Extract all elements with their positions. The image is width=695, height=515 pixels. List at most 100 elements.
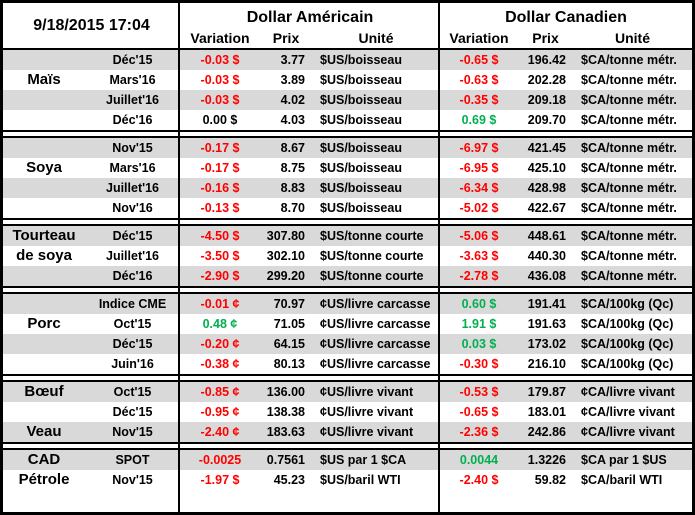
us-variation-cell: -0.17 $ [200, 141, 240, 155]
ca-variation-cell: -6.34 $ [459, 181, 499, 195]
us-unit-cell: $US/boisseau [320, 93, 402, 107]
ca-unit-cell: ¢CA/livre vivant [581, 425, 675, 439]
table-row: Déc'15 -0.95 ¢ 138.38 ¢US/livre vivant -0.65… [3, 402, 692, 422]
section-boeuf-veau: Bœuf Oct'15 -0.85 ¢ 136.00 ¢US/livre vivant -… [3, 382, 692, 442]
ca-variation-cell: -5.06 $ [459, 229, 499, 243]
us-variation-cell: -0.85 ¢ [200, 385, 240, 399]
ca-variation-cell: -2.36 $ [459, 425, 499, 439]
us-price-cell: 45.23 [273, 473, 305, 487]
ca-variation-cell: -3.63 $ [459, 249, 499, 263]
month-cell: Oct'15 [113, 385, 152, 399]
us-price-cell: 299.20 [266, 269, 305, 283]
commodity-cell [3, 90, 85, 110]
ca-price-cell: 422.67 [527, 201, 566, 215]
section-tourteau-de-soya: Tourteau Déc'15 -4.50 $ 307.80 $US/tonne cou… [3, 226, 692, 286]
us-price-cell: 3.77 [280, 53, 305, 67]
commodity-cell [3, 138, 85, 158]
table-row: Déc'16 0.00 $ 4.03 $US/boisseau 0.69 $ 209.70… [3, 110, 692, 130]
ca-unit-cell: $CA/100kg (Qc) [581, 357, 674, 371]
table-row: Indice CME -0.01 ¢ 70.97 ¢US/livre carcasse… [3, 294, 692, 314]
ca-unit-cell: $CA/tonne métr. [581, 113, 677, 127]
us-unit-cell: ¢US/livre vivant [320, 385, 414, 399]
section-spacer [3, 218, 692, 226]
ca-variation-cell: -6.95 $ [459, 161, 499, 175]
ca-price-cell: 436.08 [527, 269, 566, 283]
ca-variation-cell: 0.69 $ [461, 113, 497, 127]
month-cell: Nov'15 [112, 473, 153, 487]
us-unit-cell: $US/boisseau [320, 141, 402, 155]
ca-variation-cell: -0.63 $ [459, 73, 499, 87]
ca-unit-cell: $CA/tonne métr. [581, 201, 677, 215]
us-price-cell: 70.97 [273, 297, 305, 311]
us-variation-cell: -0.0025 [198, 453, 242, 467]
ca-variation-cell: -0.53 $ [459, 385, 499, 399]
table-row: Soya Mars'16 -0.17 $ 8.75 $US/boisseau -6.95 … [3, 158, 692, 178]
section-soya: Nov'15 -0.17 $ 8.67 $US/boisseau -6.97 $ 421.… [3, 138, 692, 218]
us-unit-cell: ¢US/livre vivant [320, 425, 414, 439]
us-unit-cell: $US/tonne courte [320, 249, 424, 263]
us-variation-cell: -2.40 ¢ [200, 425, 240, 439]
ca-price-cell: 173.02 [527, 337, 566, 351]
table-row: Nov'16 -0.13 $ 8.70 $US/boisseau -5.02 $ 422.… [3, 198, 692, 218]
table-row: Déc'16 -2.90 $ 299.20 $US/tonne courte -2.78… [3, 266, 692, 286]
us-unit-cell: ¢US/livre carcasse [320, 337, 431, 351]
table-row: Porc Oct'15 0.48 ¢ 71.05 ¢US/livre carcasse 1… [3, 314, 692, 334]
us-variation-cell: -0.38 ¢ [200, 357, 240, 371]
ca-price-cell: 440.30 [527, 249, 566, 263]
month-cell: Déc'16 [112, 269, 153, 283]
ca-variation-cell: -0.35 $ [459, 93, 499, 107]
us-price-cell: 183.63 [266, 425, 305, 439]
ca-price-cell: 216.10 [527, 357, 566, 371]
cad-variation-header: Variation [449, 29, 509, 46]
ca-variation-cell: 1.91 $ [461, 317, 497, 331]
cad-section-title: Dollar Canadien [505, 9, 627, 26]
ca-unit-cell: $CA/tonne métr. [581, 181, 677, 195]
ca-variation-cell: -0.30 $ [459, 357, 499, 371]
section-cad-petrole: CAD SPOT -0.0025 0.7561 $US par 1 $CA 0.0044 1… [3, 450, 692, 490]
month-cell: Déc'15 [112, 337, 153, 351]
us-unit-cell: $US/boisseau [320, 53, 402, 67]
table-row: Maïs Mars'16 -0.03 $ 3.89 $US/boisseau -0.63 … [3, 70, 692, 90]
ca-unit-cell: $CA par 1 $US [581, 453, 667, 467]
ca-unit-cell: $CA/100kg (Qc) [581, 337, 674, 351]
us-variation-cell: -3.50 $ [200, 249, 240, 263]
us-unit-cell: $US/boisseau [320, 181, 402, 195]
month-cell: Nov'16 [112, 201, 153, 215]
month-cell: Mars'16 [109, 73, 156, 87]
us-price-cell: 4.03 [280, 113, 305, 127]
us-price-cell: 80.13 [273, 357, 305, 371]
ca-price-cell: 425.10 [527, 161, 566, 175]
us-variation-cell: -0.20 ¢ [200, 337, 240, 351]
ca-variation-cell: -2.78 $ [459, 269, 499, 283]
table-header: 9/18/2015 17:04 Dollar Américain Dollar … [3, 3, 692, 50]
month-cell: Mars'16 [109, 161, 156, 175]
ca-price-cell: 448.61 [527, 229, 566, 243]
us-variation-cell: -1.97 $ [200, 473, 240, 487]
us-variation-cell: -0.17 $ [200, 161, 240, 175]
us-variation-cell: -4.50 $ [200, 229, 240, 243]
ca-variation-cell: 0.60 $ [461, 297, 497, 311]
ca-variation-cell: -2.40 $ [459, 473, 499, 487]
ca-price-cell: 202.28 [527, 73, 566, 87]
us-price-cell: 0.7561 [266, 453, 305, 467]
commodity-cell: CAD [27, 451, 61, 468]
month-cell: Nov'15 [112, 425, 153, 439]
commodity-cell [3, 334, 85, 354]
us-variation-cell: -0.95 ¢ [200, 405, 240, 419]
commodity-cell: Pétrole [18, 471, 70, 488]
section-divider-left [178, 3, 180, 512]
ca-price-cell: 196.42 [527, 53, 566, 67]
us-unit-cell: ¢US/livre carcasse [320, 317, 431, 331]
month-cell: Juillet'16 [106, 249, 159, 263]
report-timestamp: 9/18/2015 17:04 [33, 16, 150, 34]
ca-price-cell: 183.01 [527, 405, 566, 419]
us-variation-cell: -0.01 ¢ [200, 297, 240, 311]
us-variation-cell: 0.48 ¢ [202, 317, 238, 331]
ca-price-cell: 209.70 [527, 113, 566, 127]
commodity-cell [3, 178, 85, 198]
table-body: Déc'15 -0.03 $ 3.77 $US/boisseau -0.65 $ 196.… [3, 50, 692, 490]
month-cell: Juin'16 [111, 357, 154, 371]
us-unit-cell: $US/boisseau [320, 201, 402, 215]
us-variation-cell: 0.00 $ [202, 113, 238, 127]
